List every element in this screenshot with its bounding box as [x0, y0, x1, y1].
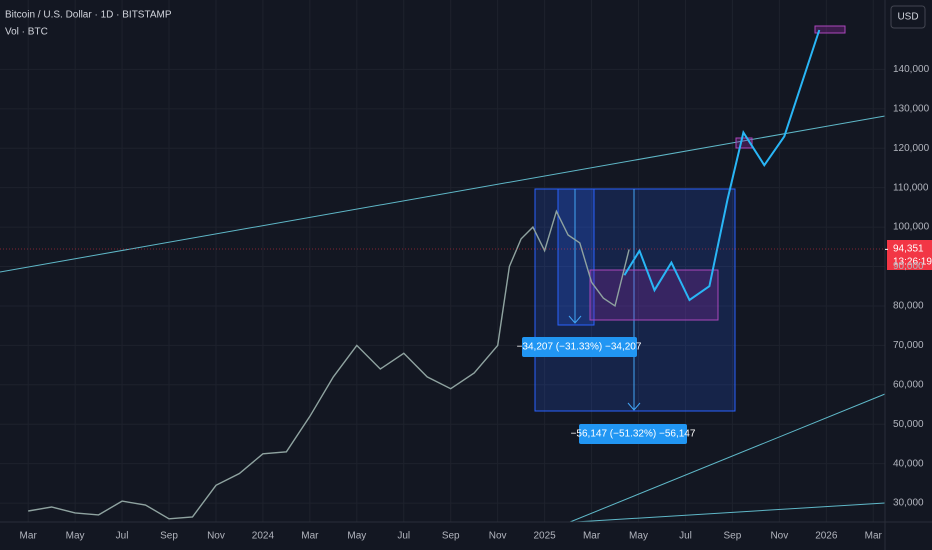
annotation: −56,147 (−51.32%) −56,147 [571, 429, 696, 440]
currency[interactable]: USD [897, 12, 918, 23]
y-tick-label: 30,000 [893, 498, 924, 509]
annotation-box [522, 337, 637, 357]
arrow-head [568, 315, 582, 324]
x-tick-label: May [629, 531, 648, 542]
x-tick-label: Sep [442, 531, 460, 542]
target-box [735, 137, 753, 149]
chart-title: Bitcoin / U.S. Dollar · 1D · BITSTAMP [5, 10, 172, 21]
lower-trendline [569, 393, 886, 523]
x-tick-label: 2025 [533, 531, 556, 542]
series-line [623, 29, 821, 302]
chart-subtitle: Vol · BTC [5, 27, 48, 38]
measure-box-small [557, 188, 595, 326]
x-tick-label: Nov [770, 531, 788, 542]
annotation: −34,207 (−31.33%) −34,207 [517, 342, 642, 353]
x-tick-label: Nov [207, 531, 225, 542]
x-tick-label: Mar [583, 531, 601, 542]
y-tick-label: 70,000 [893, 340, 924, 351]
measure-box [534, 188, 736, 412]
x-tick-label: Jul [116, 531, 129, 542]
countdown: 13:26:19 [893, 257, 932, 268]
x-tick-label: 2024 [252, 531, 275, 542]
arrow-head [627, 402, 641, 411]
x-tick-label: Nov [489, 531, 507, 542]
y-tick-label: 50,000 [893, 419, 924, 430]
price-tag [887, 240, 932, 270]
upper-trendline [0, 115, 886, 273]
zone-box [589, 269, 719, 321]
y-tick-label: 90,000 [893, 261, 924, 272]
y-tick-label: 130,000 [893, 103, 930, 114]
y-tick-label: 120,000 [893, 143, 930, 154]
y-tick-label: 60,000 [893, 379, 924, 390]
y-tick-label: 100,000 [893, 222, 930, 233]
last-price: 94,351 [893, 244, 924, 255]
y-tick-label: 40,000 [893, 458, 924, 469]
x-tick-label: Mar [865, 531, 883, 542]
annotation-box [579, 424, 687, 444]
x-tick-label: 2026 [815, 531, 838, 542]
target-box [814, 25, 846, 34]
x-tick-label: Jul [397, 531, 410, 542]
x-tick-label: Jul [679, 531, 692, 542]
y-tick-label: 110,000 [893, 182, 929, 193]
y-tick-label: 80,000 [893, 301, 924, 312]
x-tick-label: Mar [20, 531, 38, 542]
base-trendline [574, 502, 886, 523]
x-tick-label: May [66, 531, 85, 542]
series-line [28, 209, 630, 520]
x-tick-label: May [347, 531, 366, 542]
x-tick-label: Sep [724, 531, 742, 542]
currency-button[interactable] [890, 5, 926, 29]
y-tick-label: 140,000 [893, 64, 930, 75]
x-tick-label: Sep [160, 531, 178, 542]
x-tick-label: Mar [301, 531, 319, 542]
